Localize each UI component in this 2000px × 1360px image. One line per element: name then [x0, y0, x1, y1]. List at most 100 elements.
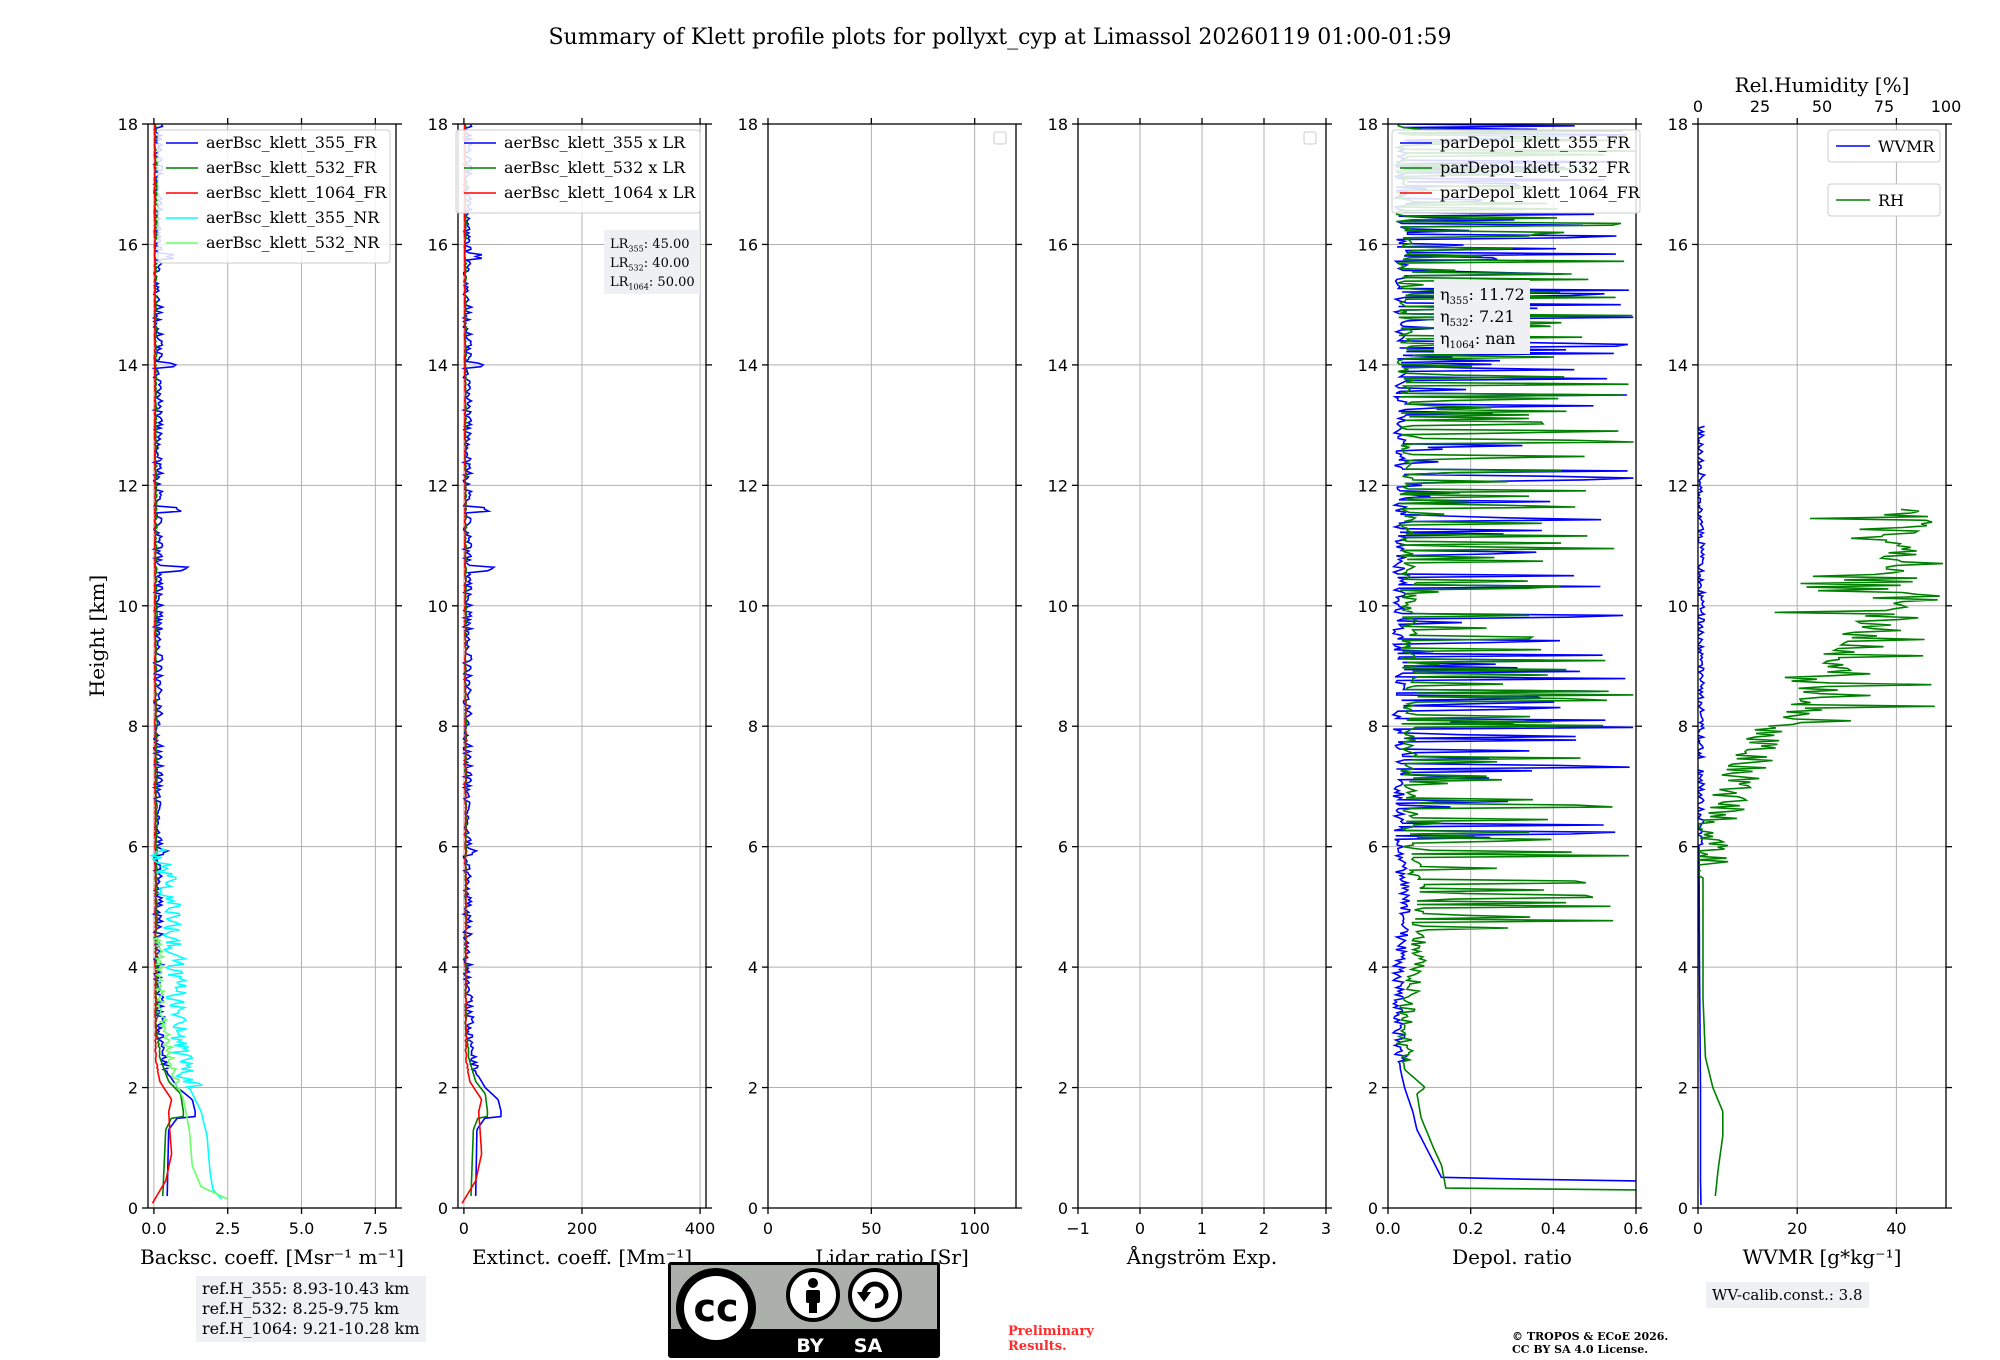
y-tick-label: 2 [438, 1079, 448, 1098]
y-tick-label: 10 [1358, 597, 1378, 616]
series-group-depol [1390, 124, 1636, 1191]
y-tick-label: 16 [738, 235, 758, 254]
y-tick-label: 14 [428, 356, 448, 375]
y-tick-label: 18 [738, 115, 758, 134]
legend-box-bsc [157, 129, 391, 264]
y-tick-label: 0 [1058, 1199, 1068, 1218]
empty-legend [993, 131, 1007, 145]
legend-label-parDepol_klett_532_FR: parDepol_klett_532_FR [1440, 158, 1631, 177]
y-tick-label: 6 [1368, 838, 1378, 857]
series-ext-aerBsc_klett_532 x LR [463, 124, 489, 1197]
y-tick-label: 12 [118, 476, 138, 495]
by-label: BY [796, 1335, 823, 1357]
series-group-ext [460, 124, 502, 1204]
series-group-wv [1698, 425, 1944, 1206]
y-tick-label: 0 [748, 1199, 758, 1218]
series-bsc-aerBsc_klett_355_FR [151, 124, 197, 1196]
top-axis-label: Rel.Humidity [%] [1735, 73, 1910, 97]
y-tick-label: 14 [1358, 356, 1378, 375]
y-tick-label: 4 [748, 958, 758, 977]
x-axis-label-ext: Extinct. coeff. [Mm⁻¹] [472, 1245, 692, 1269]
by-person-body [806, 1290, 820, 1303]
x-tick-label: 20 [1787, 1219, 1807, 1238]
y-tick-label: 16 [1668, 235, 1688, 254]
top-x-tick-label: 50 [1812, 97, 1832, 116]
y-tick-label: 18 [118, 115, 138, 134]
y-tick-label: 6 [128, 838, 138, 857]
y-axis-label: Height [km] [85, 575, 109, 697]
panel-wv: 0 2 4 6 8 10 12 14 16 18 0 20 40 WVMR [g*kg⁻¹] 0 25 50 75… [1668, 73, 1962, 1269]
legend-label-aerBsc_klett_1064 x LR: aerBsc_klett_1064 x LR [504, 183, 696, 202]
y-tick-label: 8 [1058, 717, 1068, 736]
y-tick-label: 10 [1668, 597, 1688, 616]
panel-bsc: 0 2 4 6 8 10 12 14 16 18 0.0 2.5 5.0 7.5 Backsc. coeff… [118, 115, 404, 1269]
legend-label-aerBsc_klett_355_NR: aerBsc_klett_355_NR [206, 208, 380, 227]
by-person-legs [809, 1302, 817, 1313]
x-tick-label: 0 [1135, 1219, 1145, 1238]
x-tick-label: 1 [1197, 1219, 1207, 1238]
y-tick-label: 6 [1058, 838, 1068, 857]
y-tick-label: 14 [1048, 356, 1068, 375]
y-tick-label: 8 [748, 717, 758, 736]
x-tick-label: 0 [459, 1219, 469, 1238]
panel-depol: 0 2 4 6 8 10 12 14 16 18 0.0 0.2 0.4 0.6 Depol. ratio p… [1358, 115, 1649, 1269]
legend-label-aerBsc_klett_532_NR: aerBsc_klett_532_NR [206, 233, 380, 252]
x-tick-label: 50 [861, 1219, 881, 1238]
y-tick-label: 8 [1368, 717, 1378, 736]
cc-logo-text: cc [693, 1286, 738, 1330]
y-tick-label: 10 [1048, 597, 1068, 616]
x-tick-label: 200 [567, 1219, 598, 1238]
series-wv-RH [1698, 508, 1944, 1197]
lidar-ratio-1064: LR1064: 50.00 [610, 275, 695, 291]
lidar-ratio-355: LR355: 45.00 [610, 237, 690, 253]
x-tick-label: 40 [1886, 1219, 1906, 1238]
ref-h-1064: ref.H_1064: 9.21-10.28 km [202, 1319, 420, 1338]
legend-label-aerBsc_klett_1064_FR: aerBsc_klett_1064_FR [206, 183, 388, 202]
series-wv-WVMR [1698, 425, 1708, 1206]
y-tick-label: 2 [748, 1079, 758, 1098]
legend-box-depol [1391, 129, 1641, 214]
x-tick-label: −1 [1066, 1219, 1090, 1238]
y-tick-label: 2 [1678, 1079, 1688, 1098]
wv-calib-box: WV-calib.const.: 3.8 [1706, 1282, 1869, 1308]
y-tick-label: 16 [1358, 235, 1378, 254]
y-tick-label: 6 [748, 838, 758, 857]
x-tick-label: 7.5 [363, 1219, 388, 1238]
axes-frame-wv [1697, 123, 1947, 1209]
sa-arrow-arc [861, 1281, 889, 1309]
top-x-tick-label: 100 [1931, 97, 1962, 116]
top-x-tick-label: 25 [1750, 97, 1770, 116]
x-tick-label: 0.0 [141, 1219, 166, 1238]
empty-legend [1303, 131, 1317, 145]
y-tick-label: 16 [428, 235, 448, 254]
y-tick-label: 18 [1358, 115, 1378, 134]
series-group-bsc [148, 124, 229, 1204]
by-person-head [808, 1278, 818, 1288]
x-tick-label: 2 [1259, 1219, 1269, 1238]
y-tick-label: 8 [1678, 717, 1688, 736]
series-bsc-aerBsc_klett_532_NR [151, 936, 229, 1200]
x-tick-label: 2.5 [215, 1219, 240, 1238]
y-tick-label: 4 [1678, 958, 1688, 977]
y-tick-label: 2 [1058, 1079, 1068, 1098]
legend-box-ext [455, 129, 701, 214]
cc-by-sa-badge: cc BY SA [668, 1262, 940, 1358]
series-bsc-aerBsc_klett_1064_FR [151, 124, 173, 1204]
eta-box [1434, 280, 1530, 354]
copyright-note: © TROPOS & ECoE 2026. CC BY SA 4.0 Licens… [1512, 1330, 1668, 1356]
y-tick-label: 2 [128, 1079, 138, 1098]
y-tick-label: 8 [128, 717, 138, 736]
y-tick-label: 4 [438, 958, 448, 977]
ref-h-532: ref.H_532: 8.25-9.75 km [202, 1299, 400, 1318]
y-tick-label: 8 [438, 717, 448, 736]
top-x-tick-label: 0 [1693, 97, 1703, 116]
x-axis-label-ang: Ångström Exp. [1126, 1244, 1277, 1269]
y-tick-label: 0 [438, 1199, 448, 1218]
y-tick-label: 16 [118, 235, 138, 254]
preliminary-line-1: Preliminary [1008, 1324, 1094, 1339]
x-tick-label: 0 [1693, 1219, 1703, 1238]
x-axis-label-wv: WVMR [g*kg⁻¹] [1743, 1245, 1902, 1269]
